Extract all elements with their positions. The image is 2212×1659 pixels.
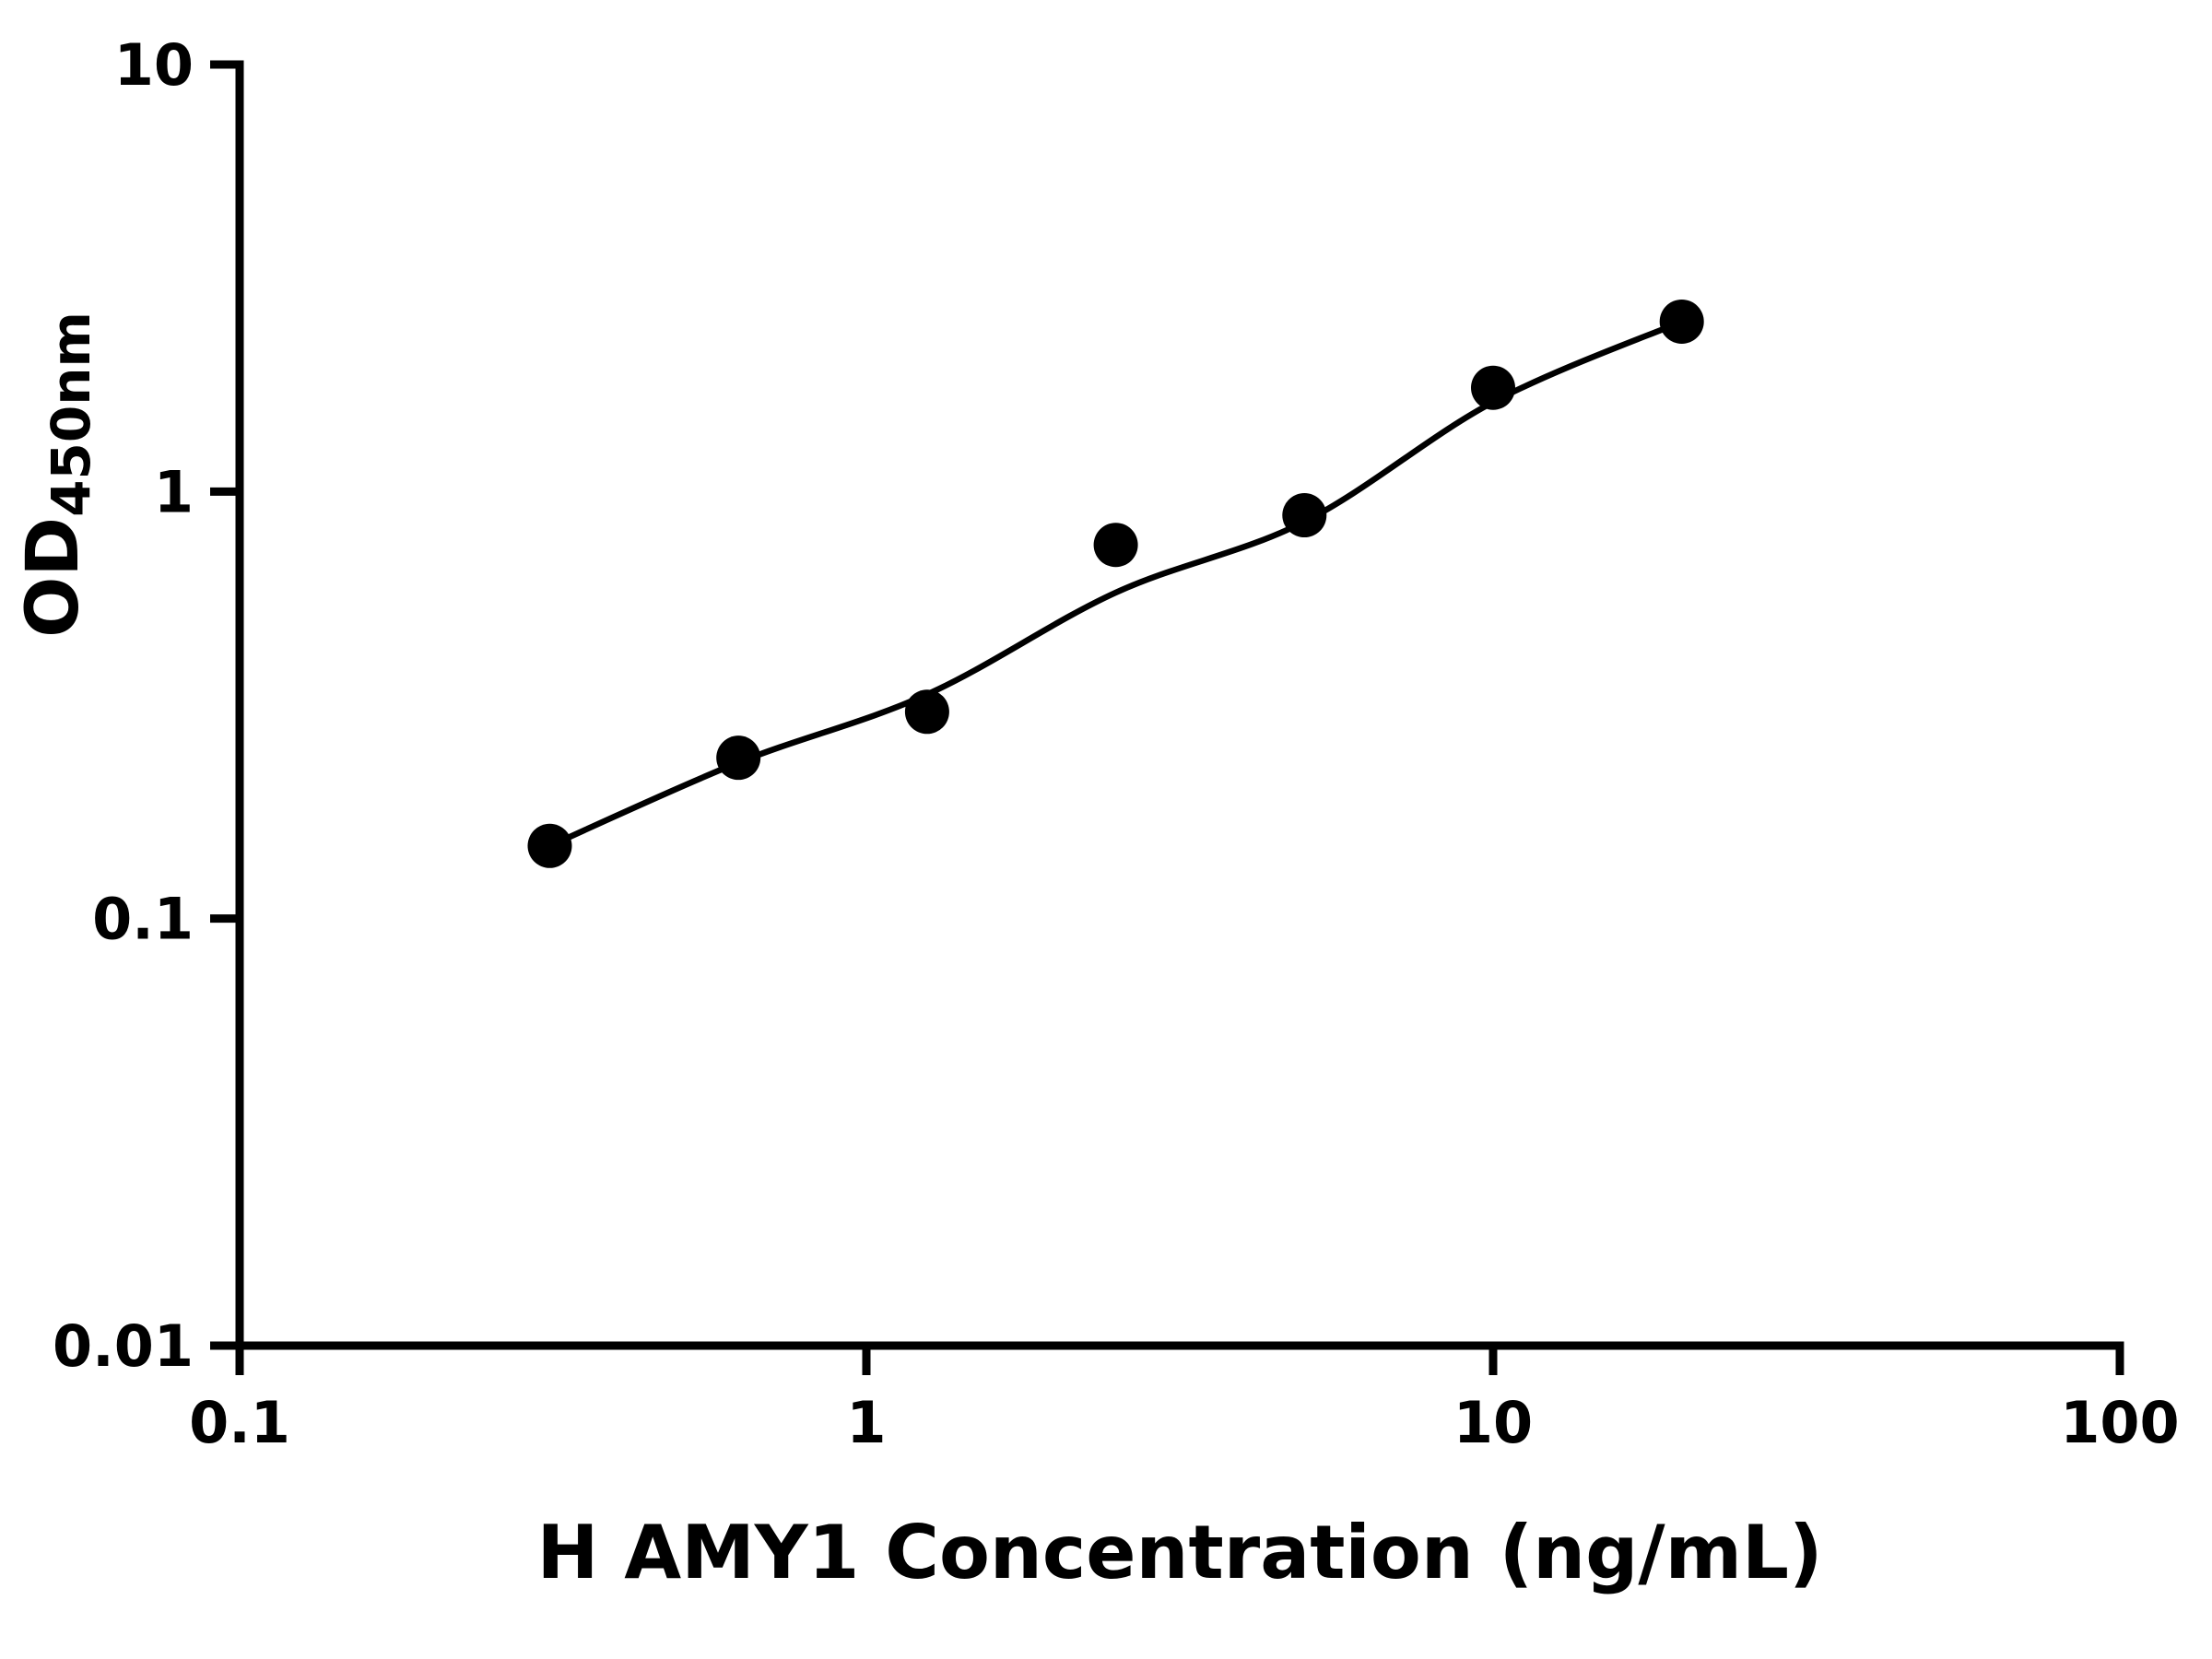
x-tick-label: 100 <box>2060 1389 2179 1456</box>
axis-spines <box>235 60 2124 1350</box>
x-tick-label: 1 <box>846 1389 886 1456</box>
data-point <box>1659 299 1704 344</box>
x-tick-label: 10 <box>1453 1389 1533 1456</box>
x-axis-title: H AMY1 Concentration (ng/mL) <box>536 1510 1823 1595</box>
x-tick-label: 0.1 <box>189 1389 290 1456</box>
data-point <box>904 689 949 735</box>
y-tick-label: 1 <box>154 458 194 525</box>
y-tick-label: 0.01 <box>53 1312 194 1380</box>
data-point <box>527 823 572 868</box>
y-axis-title-main: OD <box>12 516 96 638</box>
y-tick-label: 10 <box>114 31 194 99</box>
data-point <box>716 735 761 781</box>
data-point <box>1282 493 1327 538</box>
y-tick-label: 0.1 <box>92 886 194 953</box>
y-axis-title-subscript: 450nm <box>39 312 102 517</box>
data-point <box>1093 523 1138 568</box>
data-point <box>1471 365 1515 410</box>
y-axis-title: OD450nm <box>12 312 102 638</box>
